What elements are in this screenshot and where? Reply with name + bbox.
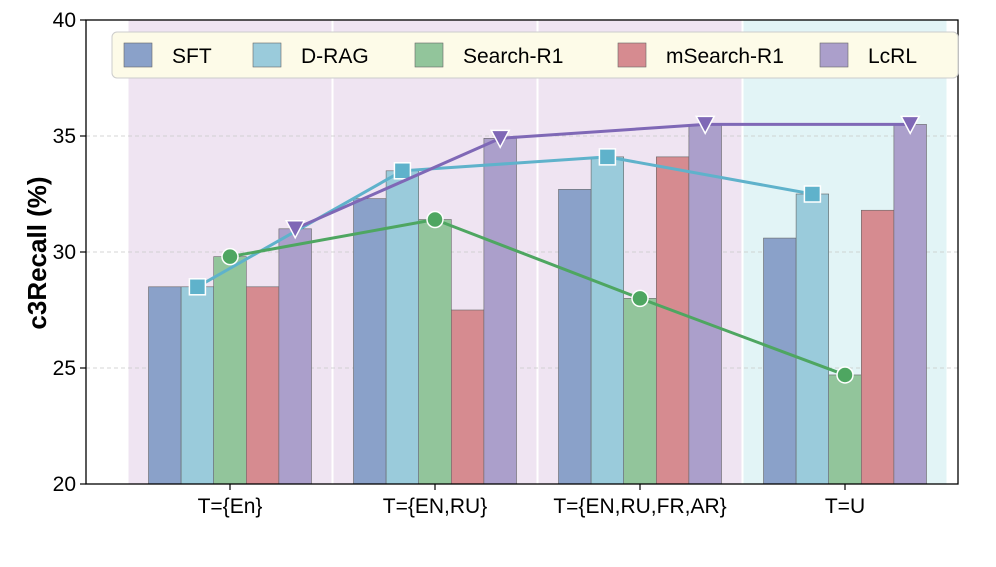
trend-lines <box>188 115 921 384</box>
legend: SFT D-RAG Search-R1 mSearch-R1 LcRL <box>111 31 959 79</box>
legend-label: SFT <box>172 45 212 68</box>
y-tick-label: 20 <box>53 473 76 496</box>
marker-triangle <box>489 129 511 149</box>
bar <box>860 209 895 485</box>
bar <box>385 170 420 485</box>
bar <box>558 189 592 485</box>
bar <box>590 156 624 485</box>
x-tick-label: T={En} <box>198 495 263 518</box>
legend-label: D-RAG <box>301 45 369 68</box>
bar <box>213 256 247 485</box>
trend-line <box>229 217 846 377</box>
bar <box>180 286 215 485</box>
legend-swatch <box>123 42 153 68</box>
x-tick-label: T={EN,RU} <box>383 495 487 518</box>
legend-swatch <box>617 42 647 68</box>
y-axis-title: c3Recall (%) <box>22 176 52 329</box>
marker-square <box>803 185 822 203</box>
tick-labels: 20 25 30 35 40 T={En} T={EN,RU} T={EN,RU,FR,AR}… <box>53 9 865 518</box>
marker-square <box>598 148 617 166</box>
legend-swatch <box>819 42 849 68</box>
y-tick-label: 25 <box>53 357 76 380</box>
marker-triangle <box>694 115 716 136</box>
bar <box>450 309 485 485</box>
marker-square <box>393 162 412 180</box>
bar <box>763 237 797 485</box>
bars <box>148 124 927 485</box>
marker-triangle <box>899 115 921 136</box>
marker-triangle <box>284 220 306 240</box>
y-tick-label: 35 <box>53 125 76 148</box>
bar <box>828 374 862 485</box>
legend-label: Search-R1 <box>463 45 563 68</box>
bar <box>655 156 690 485</box>
legend-label: LcRL <box>868 45 917 68</box>
legend-swatch <box>252 42 282 68</box>
marker-circle <box>631 289 649 308</box>
marker-square <box>188 278 207 296</box>
bar <box>688 124 722 485</box>
bar <box>795 193 829 485</box>
bar <box>893 124 927 485</box>
bar <box>418 219 452 485</box>
bar <box>148 286 182 485</box>
bar <box>623 298 657 485</box>
bar <box>483 138 517 485</box>
bar <box>278 228 312 485</box>
marker-circle <box>221 247 239 266</box>
legend-box <box>111 31 959 79</box>
bar <box>353 198 387 485</box>
legend-label: mSearch-R1 <box>666 45 784 68</box>
marker-circle <box>836 366 854 384</box>
legend-swatch <box>414 42 444 68</box>
x-tick-label: T={EN,RU,FR,AR} <box>553 495 726 518</box>
bar <box>246 286 280 485</box>
marker-circle <box>426 210 444 229</box>
trend-line <box>294 122 911 231</box>
x-tick-label: T=U <box>825 495 865 518</box>
y-tick-label: 30 <box>53 241 76 264</box>
y-tick-label: 40 <box>53 9 76 32</box>
